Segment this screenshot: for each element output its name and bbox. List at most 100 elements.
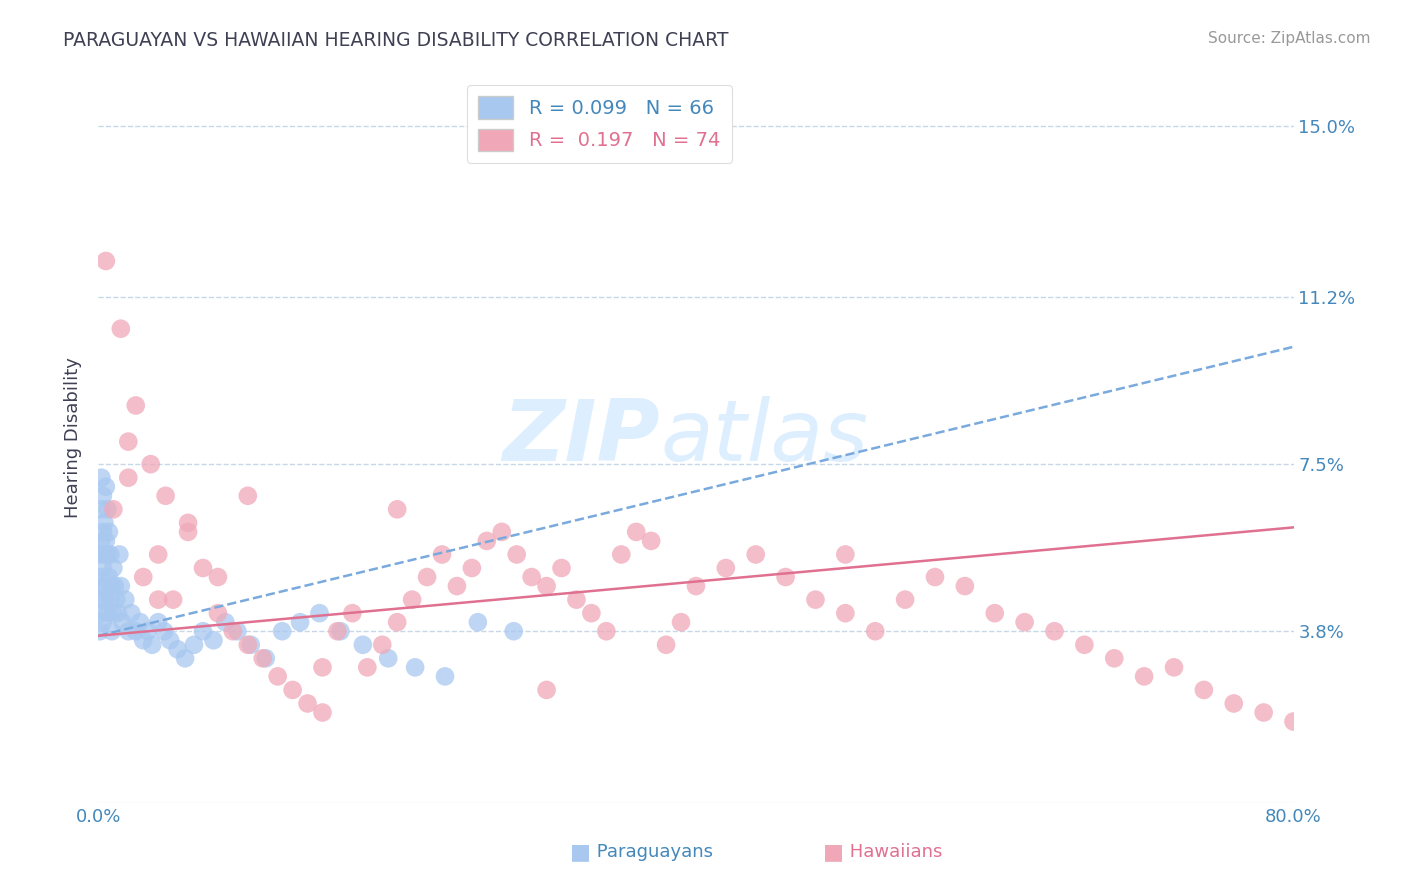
Point	[267, 669, 290, 683]
Text: ■: ■	[569, 842, 591, 862]
Point	[329, 624, 352, 639]
Point	[371, 638, 394, 652]
Point	[236, 638, 259, 652]
Point	[311, 706, 333, 720]
Point	[475, 533, 498, 548]
Point	[191, 561, 214, 575]
Point	[191, 624, 214, 639]
Point	[222, 624, 245, 639]
Point	[1104, 651, 1126, 665]
Point	[502, 624, 524, 639]
Point	[1223, 697, 1246, 711]
Point	[117, 624, 139, 639]
Point	[177, 516, 200, 530]
Point	[714, 561, 737, 575]
Point	[117, 471, 139, 485]
Point	[252, 651, 274, 665]
Point	[385, 615, 409, 630]
Point	[96, 502, 118, 516]
Point	[1192, 682, 1215, 697]
Point	[1073, 638, 1095, 652]
Point	[640, 533, 662, 548]
Point	[162, 592, 184, 607]
Point	[1043, 624, 1066, 639]
Point	[89, 606, 111, 620]
Point	[159, 633, 181, 648]
Point	[626, 524, 648, 539]
Point	[202, 633, 225, 648]
Point	[101, 579, 124, 593]
Point	[89, 624, 111, 639]
Point	[1163, 660, 1185, 674]
Point	[953, 579, 976, 593]
Point	[90, 502, 112, 516]
Point	[669, 615, 692, 630]
Point	[565, 592, 588, 607]
Point	[153, 624, 176, 639]
Point	[655, 638, 678, 652]
Point	[91, 561, 114, 575]
Point	[271, 624, 294, 639]
Point	[894, 592, 917, 607]
Point	[1253, 706, 1275, 720]
Point	[98, 592, 122, 607]
Point	[214, 615, 236, 630]
Point	[1282, 714, 1305, 729]
Point	[207, 606, 229, 620]
Point	[536, 682, 558, 697]
Point	[93, 516, 115, 530]
Point	[745, 548, 768, 562]
Point	[114, 592, 136, 607]
Point	[125, 624, 148, 639]
Point	[90, 570, 112, 584]
Point	[401, 592, 423, 607]
Text: Paraguayans: Paraguayans	[591, 843, 713, 861]
Point	[90, 471, 112, 485]
Point	[91, 615, 114, 630]
Point	[97, 570, 120, 584]
Point	[136, 624, 159, 639]
Legend: R = 0.099   N = 66, R =  0.197   N = 74: R = 0.099 N = 66, R = 0.197 N = 74	[467, 85, 733, 162]
Point	[924, 570, 946, 584]
Point	[352, 638, 374, 652]
Point	[461, 561, 484, 575]
Point	[132, 570, 155, 584]
Point	[236, 489, 259, 503]
Point	[148, 548, 170, 562]
Point	[326, 624, 349, 639]
Point	[288, 615, 311, 630]
Point	[110, 579, 132, 593]
Point	[129, 615, 152, 630]
Point	[105, 592, 128, 607]
Point	[93, 579, 115, 593]
Point	[520, 570, 543, 584]
Point	[356, 660, 378, 674]
Point	[491, 524, 513, 539]
Point	[155, 489, 177, 503]
Point	[101, 624, 124, 639]
Point	[183, 638, 205, 652]
Point	[385, 502, 409, 516]
Point	[1014, 615, 1036, 630]
Point	[94, 254, 117, 268]
Point	[550, 561, 572, 575]
Text: Source: ZipAtlas.com: Source: ZipAtlas.com	[1208, 31, 1371, 46]
Point	[595, 624, 617, 639]
Point	[125, 399, 148, 413]
Point	[148, 592, 170, 607]
Point	[103, 502, 125, 516]
Point	[685, 579, 707, 593]
Point	[226, 624, 249, 639]
Point	[90, 533, 112, 548]
Point	[430, 548, 453, 562]
Point	[90, 592, 112, 607]
Point	[117, 434, 139, 449]
Y-axis label: Hearing Disability: Hearing Disability	[65, 357, 83, 517]
Point	[94, 592, 117, 607]
Point	[311, 660, 333, 674]
Point	[107, 606, 129, 620]
Point	[96, 548, 118, 562]
Point	[467, 615, 489, 630]
Point	[148, 615, 170, 630]
Point	[377, 651, 399, 665]
